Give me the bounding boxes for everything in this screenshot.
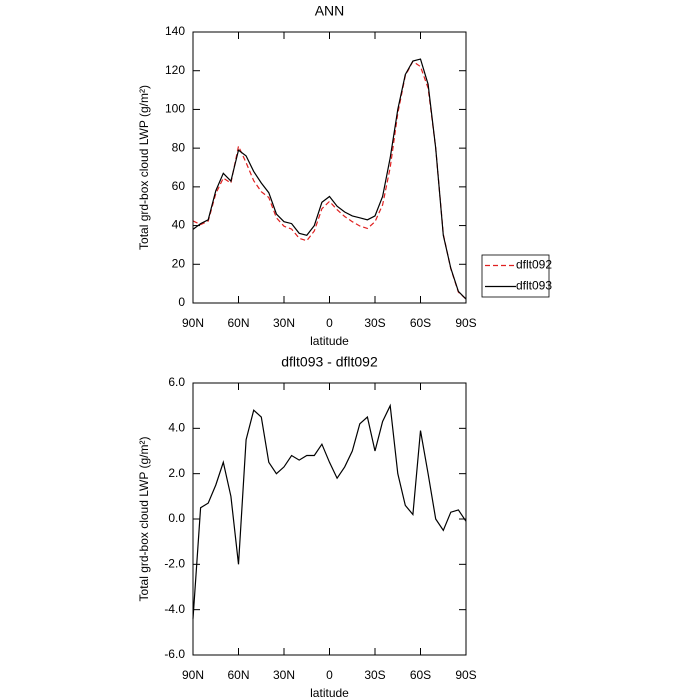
x-tick-label: 60N [227,316,249,330]
data-line [192,60,467,300]
legend-label: dflt092 [516,258,552,272]
x-tick-label: 90N [182,668,204,682]
x-axis-label: latitude [310,686,349,700]
plot-frame [192,382,467,656]
y-tick-label: -4.0 [164,602,185,616]
x-tick-label: 60S [410,316,431,330]
y-tick-label: 100 [165,102,185,116]
x-tick-label: 90S [455,668,476,682]
data-line [192,58,467,300]
x-tick-label: 90N [182,316,204,330]
y-tick-label: 40 [172,218,186,232]
y-tick-label: 4.0 [168,421,185,435]
x-tick-label: 60S [410,668,431,682]
y-tick-label: 80 [172,140,186,154]
x-tick-label: 30N [273,668,295,682]
plot-frame [192,31,467,304]
x-tick-label: 30S [364,668,385,682]
y-axis-label: Total grd-box cloud LWP (g/m²) [137,85,151,250]
y-tick-label: 120 [165,63,185,77]
y-tick-label: 0 [178,295,185,309]
x-tick-label: 90S [455,316,476,330]
legend-box [481,254,550,298]
x-tick-label: 30S [364,316,385,330]
y-tick-label: -2.0 [164,557,185,571]
y-tick-label: 140 [165,24,185,38]
y-tick-label: 20 [172,256,186,270]
data-line [192,403,467,619]
y-tick-label: 60 [172,179,186,193]
x-axis-label: latitude [310,334,349,348]
y-tick-label: 0.0 [168,511,185,525]
y-tick-label: -6.0 [164,647,185,661]
x-tick-label: 60N [227,668,249,682]
y-axis-label: Total grd-box cloud LWP (g/m²) [137,437,151,602]
x-tick-label: 0 [326,316,333,330]
legend-label: dflt093 [516,279,552,293]
y-tick-label: 6.0 [168,375,185,389]
x-tick-label: 0 [326,668,333,682]
x-tick-label: 30N [273,316,295,330]
y-tick-label: 2.0 [168,466,185,480]
chart-title: ANN [315,3,345,19]
chart-title: dflt093 - dflt092 [281,354,378,370]
